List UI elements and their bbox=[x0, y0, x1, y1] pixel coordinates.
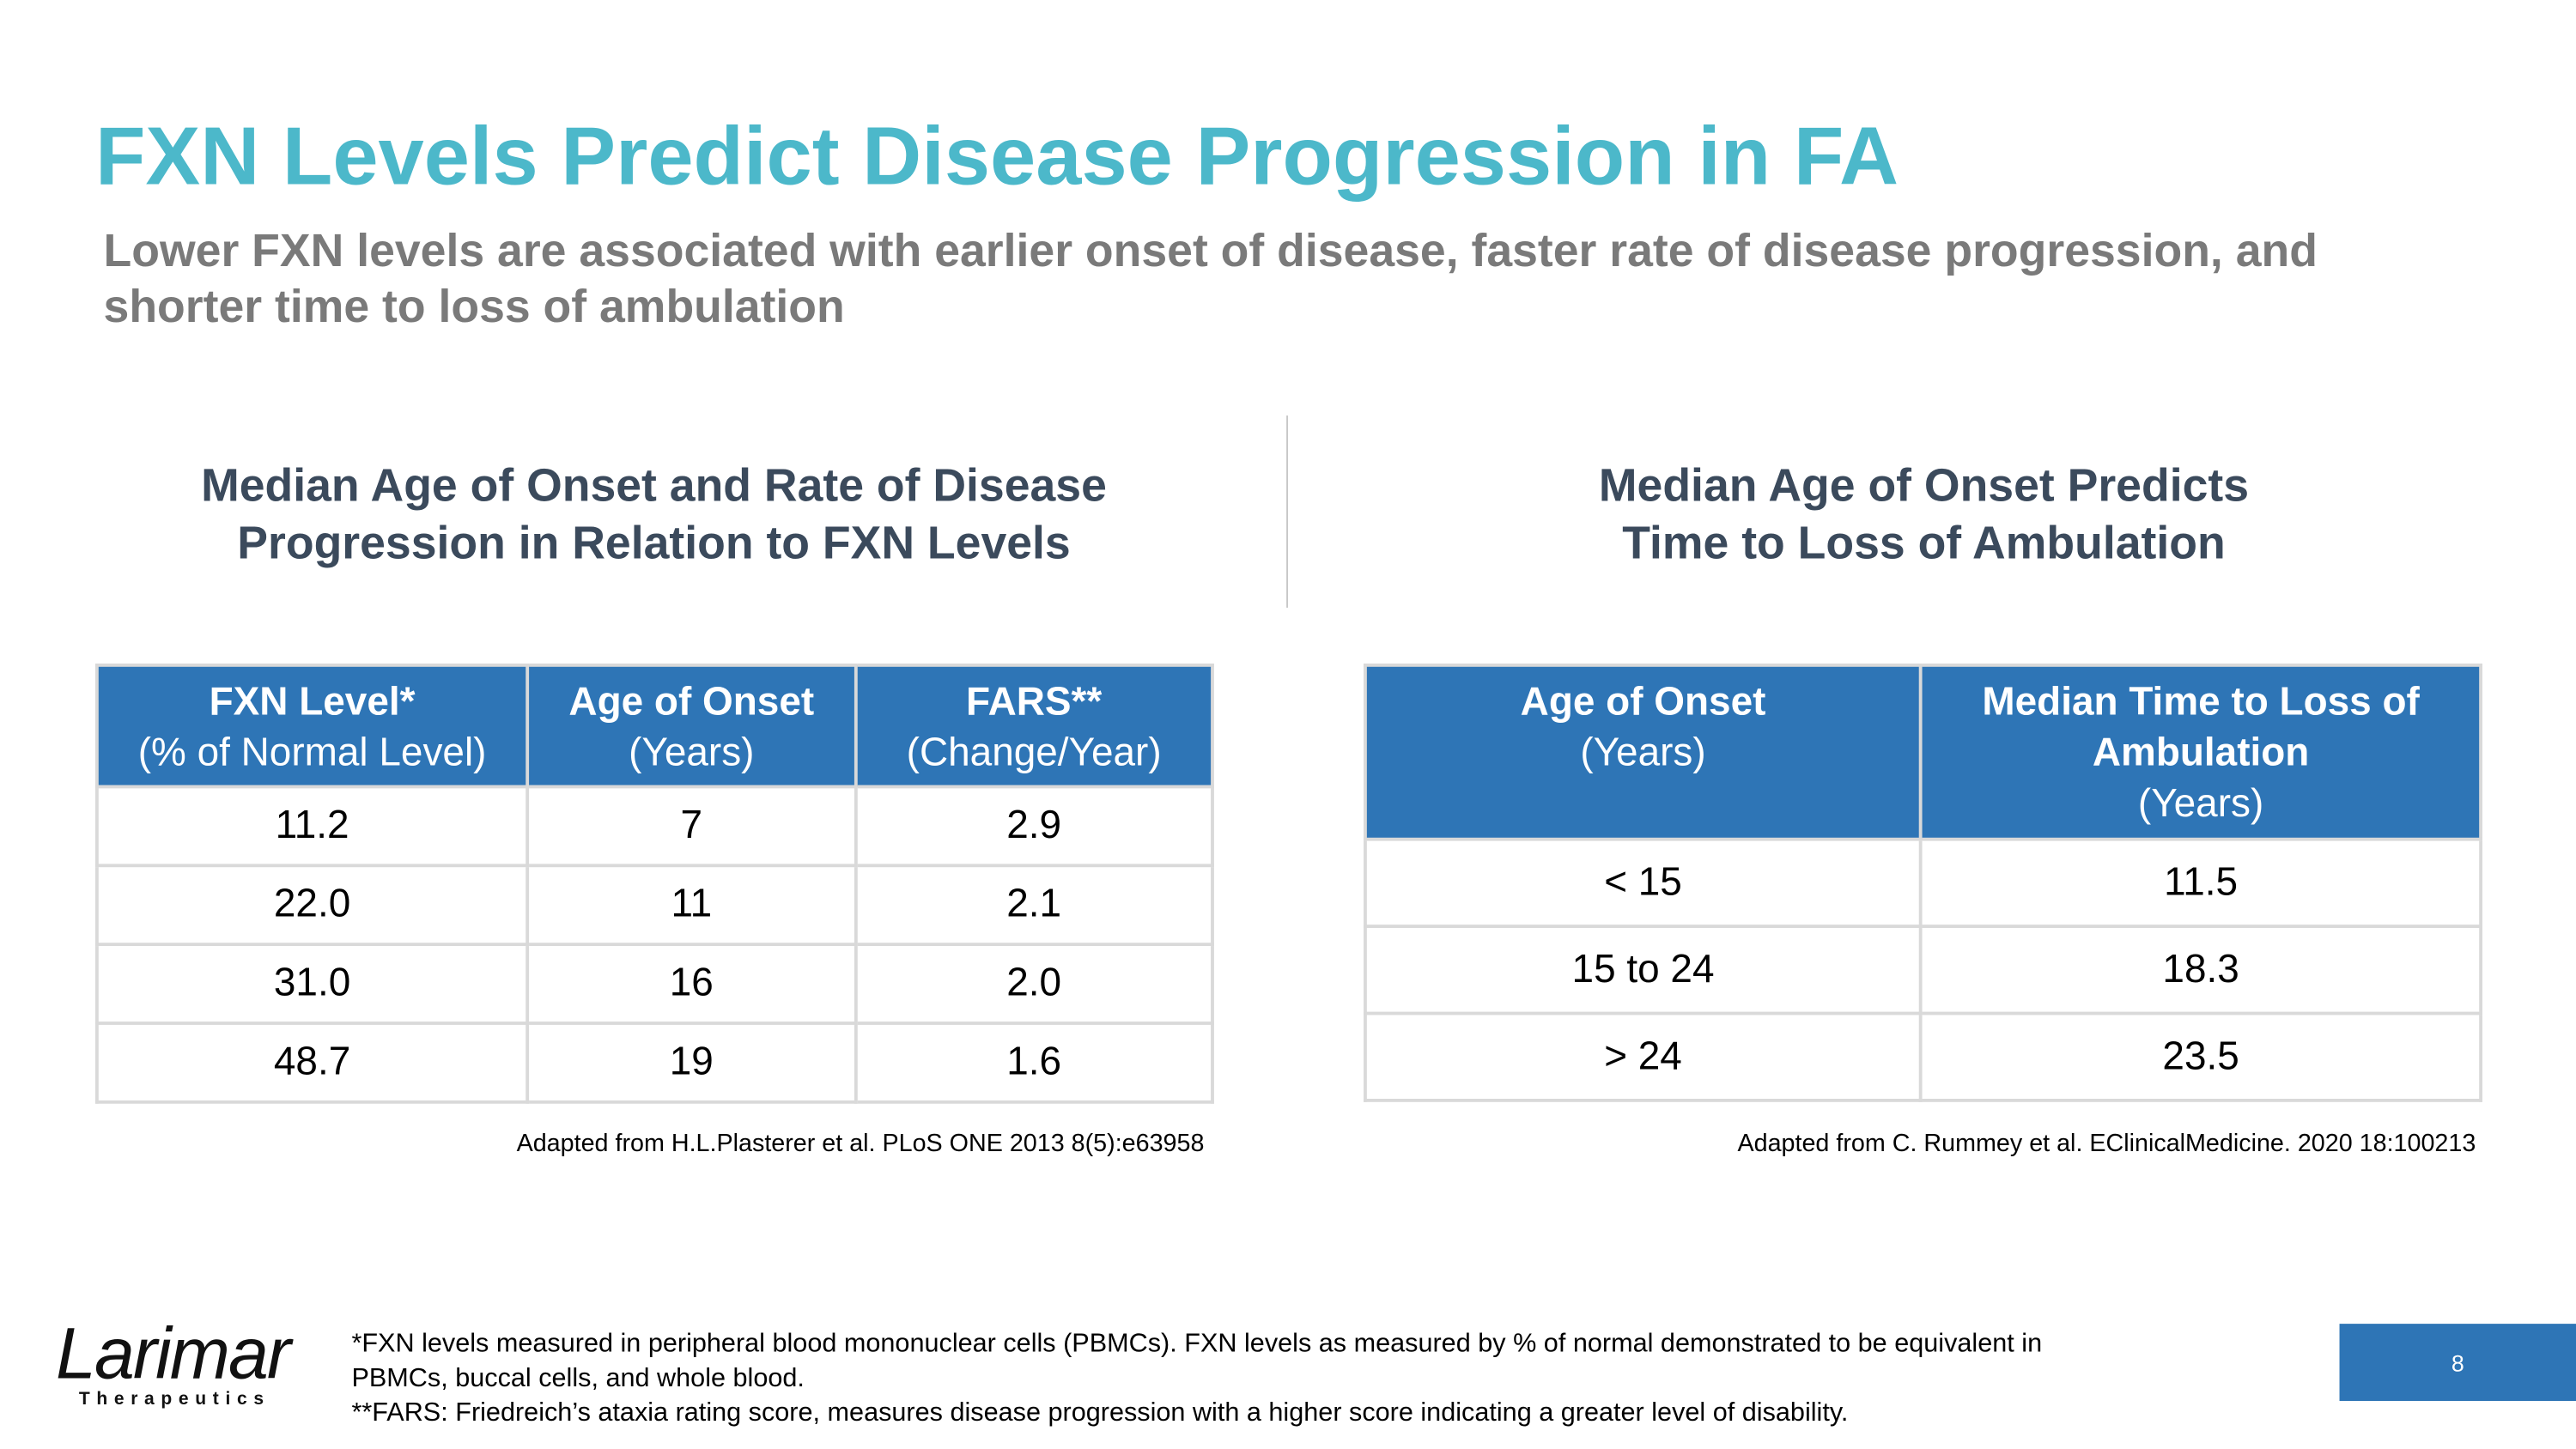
data-table: FXN Level* (% of Normal Level) Age of Onse… bbox=[94, 663, 1214, 1104]
table-row: 22.0 11 2.1 bbox=[94, 864, 1214, 947]
header-title: FARS** bbox=[966, 680, 1103, 724]
header-cell: FARS** (Change/Year) bbox=[854, 663, 1214, 789]
header-title: Age of Onset bbox=[568, 680, 815, 724]
header-subtitle: (Years) bbox=[629, 731, 755, 776]
table-cell: 22.0 bbox=[94, 864, 530, 947]
table-cell: 2.9 bbox=[854, 785, 1214, 868]
divider bbox=[1286, 415, 1289, 608]
heading-line: Median Age of Onset and Rate of Disease bbox=[201, 459, 1107, 512]
table-cell: 23.5 bbox=[1919, 1011, 2482, 1102]
table-cell: 18.3 bbox=[1919, 925, 2482, 1016]
table-cell: 1.6 bbox=[854, 1022, 1214, 1104]
table-row: 48.7 19 1.6 bbox=[94, 1022, 1214, 1104]
header-subtitle: (% of Normal Level) bbox=[137, 731, 487, 776]
heading-line: Time to Loss of Ambulation bbox=[1622, 517, 2226, 569]
table-cell: > 24 bbox=[1364, 1011, 1923, 1102]
header-subtitle: (Years) bbox=[1580, 731, 1706, 776]
source-note: Adapted from H.L.Plasterer et al. PLoS O… bbox=[516, 1130, 1205, 1158]
table-cell: 11.5 bbox=[1919, 837, 2482, 929]
header-cell: Median Time to Loss of Ambulation (Years) bbox=[1919, 663, 2482, 841]
header-cell: FXN Level* (% of Normal Level) bbox=[94, 663, 530, 789]
data-table: Age of Onset (Years) Median Time to Loss o… bbox=[1364, 663, 2482, 1102]
subtitle: Lower FXN levels are associated with ear… bbox=[103, 225, 2318, 332]
table-cell: 15 to 24 bbox=[1364, 925, 1923, 1016]
header-row: Age of Onset (Years) Median Time to Loss o… bbox=[1364, 663, 2482, 841]
heading-line: Progression in Relation to FXN Levels bbox=[237, 517, 1071, 569]
table-row: 11.2 7 2.9 bbox=[94, 785, 1214, 868]
table-cell: 16 bbox=[526, 943, 858, 1025]
logo-tagline: Therapeutics bbox=[78, 1389, 270, 1410]
right-heading: Median Age of Onset Predicts Time to Los… bbox=[1349, 457, 2499, 572]
table-row: < 15 11.5 bbox=[1364, 837, 2482, 929]
table-cell: < 15 bbox=[1364, 837, 1923, 929]
table-row: > 24 23.5 bbox=[1364, 1011, 2482, 1102]
source-note: Adapted from C. Rummey et al. EClinicalM… bbox=[1737, 1130, 2476, 1158]
table-cell: 2.0 bbox=[854, 943, 1214, 1025]
page-number: 8 bbox=[2339, 1324, 2576, 1402]
table-cell: 11.2 bbox=[94, 785, 530, 868]
table-row: 31.0 16 2.0 bbox=[94, 943, 1214, 1025]
header-subtitle: (Years) bbox=[2137, 781, 2264, 827]
footnote: **FARS: Friedreich’s ataxia rating score… bbox=[351, 1399, 1849, 1428]
header-title: Median Time to Loss of Ambulation bbox=[1982, 680, 2420, 776]
logo: Larimar bbox=[56, 1313, 291, 1395]
footnote: *FXN levels measured in peripheral blood… bbox=[351, 1330, 2043, 1393]
table-cell: 7 bbox=[526, 785, 858, 868]
footnotes: *FXN levels measured in peripheral blood… bbox=[351, 1327, 2060, 1431]
table-cell: 31.0 bbox=[94, 943, 530, 1025]
left-heading: Median Age of Onset and Rate of Disease … bbox=[79, 457, 1229, 572]
table-cell: 2.1 bbox=[854, 864, 1214, 947]
header-subtitle: (Change/Year) bbox=[906, 731, 1162, 776]
table-cell: 19 bbox=[526, 1022, 858, 1104]
header-cell: Age of Onset (Years) bbox=[1364, 663, 1923, 841]
heading-line: Median Age of Onset Predicts bbox=[1598, 459, 2250, 512]
header-cell: Age of Onset (Years) bbox=[526, 663, 858, 789]
header-title: FXN Level* bbox=[209, 680, 416, 724]
header-title: Age of Onset bbox=[1520, 680, 1766, 724]
header-row: FXN Level* (% of Normal Level) Age of Onse… bbox=[94, 663, 1214, 789]
title: FXN Levels Predict Disease Progression i… bbox=[94, 110, 1899, 203]
table-cell: 11 bbox=[526, 864, 858, 947]
table-cell: 48.7 bbox=[94, 1022, 530, 1104]
table-row: 15 to 24 18.3 bbox=[1364, 925, 2482, 1016]
